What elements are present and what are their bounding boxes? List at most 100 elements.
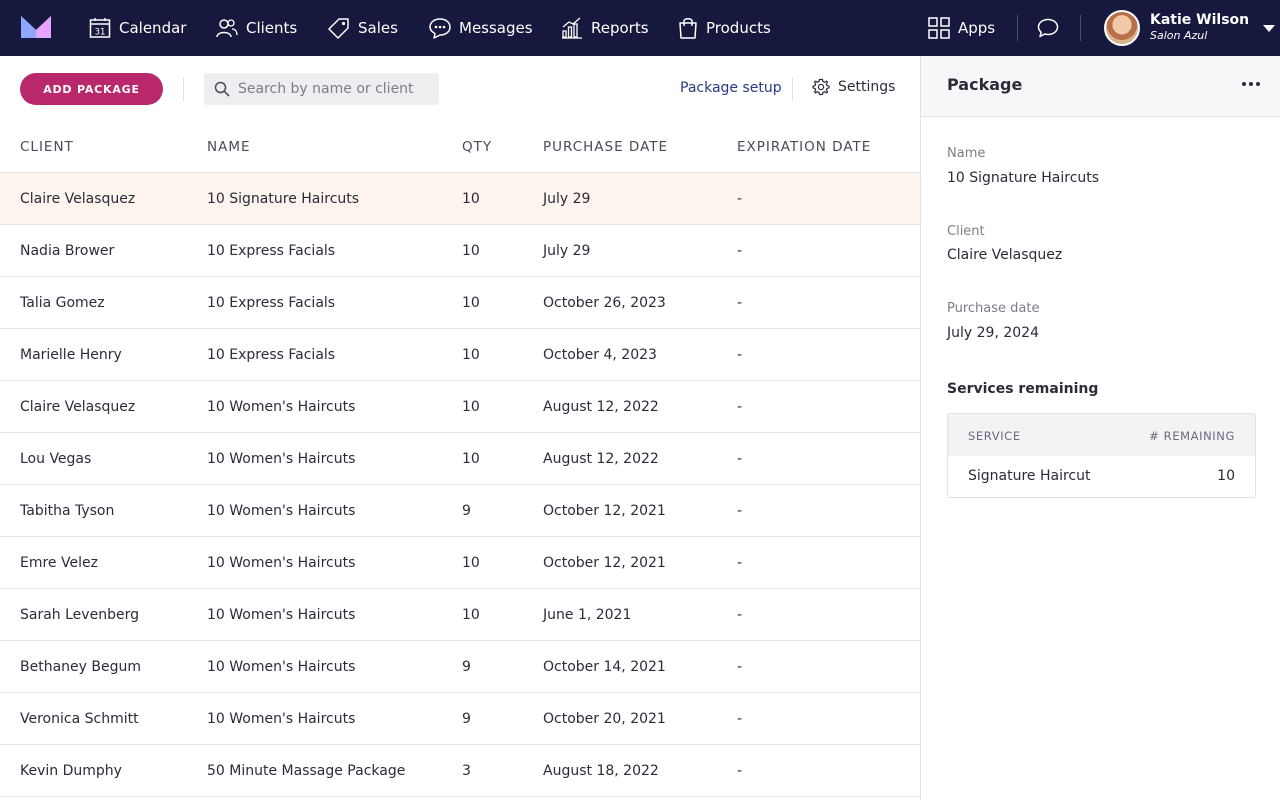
cell-client: Sarah Levenberg [20,606,139,623]
table-row[interactable]: Kevin Dumphy 50 Minute Massage Package 3… [0,745,920,797]
cell-client: Emre Velez [20,554,98,571]
header-purchase-date[interactable]: PURCHASE DATE [543,138,669,155]
header-remaining: # REMAINING [1149,429,1235,443]
cell-client: Claire Velasquez [20,398,136,415]
cell-qty: 10 [462,190,480,207]
settings-label: Settings [838,79,896,95]
purchase-date-label: Purchase date [947,301,1040,316]
nav-apps[interactable]: Apps [928,0,995,56]
cell-name: 10 Express Facials [207,242,336,259]
header-expiration-date[interactable]: EXPIRATION DATE [737,138,872,155]
cell-expiration-date: - [737,502,743,519]
package-setup-link[interactable]: Package setup [680,80,782,96]
cell-qty: 10 [462,242,480,259]
table-row[interactable]: Tabitha Tyson 10 Women's Haircuts 9 Octo… [0,485,920,537]
purchase-date-value: July 29, 2024 [947,325,1039,341]
bar-chart-icon [562,17,582,39]
nav-clients[interactable]: Clients [216,0,297,56]
cell-name: 10 Express Facials [207,346,336,363]
name-value: 10 Signature Haircuts [947,170,1100,186]
cell-expiration-date: - [737,242,743,259]
nav-reports-label: Reports [591,19,649,37]
toolbar-divider [792,77,793,101]
cell-expiration-date: - [737,710,743,727]
nav-reports[interactable]: Reports [561,0,649,56]
avatar [1104,10,1140,46]
header-service: SERVICE [968,429,1021,443]
nav-clients-label: Clients [246,19,298,37]
table-row[interactable]: Lou Vegas 10 Women's Haircuts 10 August … [0,433,920,485]
table-row[interactable]: Nadia Brower 10 Express Facials 10 July … [0,225,920,277]
table-row[interactable]: Sarah Levenberg 10 Women's Haircuts 10 J… [0,589,920,641]
more-options-icon[interactable] [1242,82,1260,86]
table-row[interactable]: Emre Velez 10 Women's Haircuts 10 Octobe… [0,537,920,589]
cell-purchase-date: August 18, 2022 [543,762,659,779]
search-input[interactable] [238,81,428,97]
cell-qty: 9 [462,710,471,727]
table-row[interactable]: Veronica Schmitt 10 Women's Haircuts 9 O… [0,693,920,745]
table-row[interactable]: Marielle Henry 10 Express Facials 10 Oct… [0,329,920,381]
cell-qty: 9 [462,502,471,519]
nav-calendar[interactable]: 31 Calendar [89,0,186,56]
user-name: Katie Wilson [1150,12,1250,28]
clients-icon [216,19,238,38]
cell-qty: 10 [462,450,480,467]
cell-qty: 10 [462,398,480,415]
nav-products[interactable]: Products [678,0,771,56]
services-remaining-title: Services remaining [947,381,1099,397]
cell-name: 10 Women's Haircuts [207,658,356,675]
cell-expiration-date: - [737,398,743,415]
nav-messages-label: Messages [459,19,533,37]
user-menu[interactable]: Katie Wilson Salon Azul [1104,10,1276,46]
nav-messages[interactable]: Messages [429,0,533,56]
settings-button[interactable]: Settings [812,78,895,96]
cell-name: 10 Express Facials [207,294,336,311]
panel-header: Package [921,56,1280,117]
header-client[interactable]: CLIENT [20,138,74,155]
cell-client: Tabitha Tyson [20,502,115,519]
cell-name: 10 Women's Haircuts [207,606,356,623]
apps-grid-icon [928,17,950,39]
services-table: SERVICE # REMAINING Signature Haircut 10 [947,413,1256,498]
search-box[interactable] [204,73,439,105]
cell-purchase-date: October 12, 2021 [543,554,666,571]
nav-chat[interactable] [1037,0,1059,56]
add-package-button[interactable]: ADD PACKAGE [20,73,163,105]
cell-expiration-date: - [737,606,743,623]
services-table-row: Signature Haircut 10 [948,456,1255,497]
table-row[interactable]: Bethaney Begum 10 Women's Haircuts 9 Oct… [0,641,920,693]
table-row[interactable]: Claire Velasquez 10 Women's Haircuts 10 … [0,381,920,433]
client-label: Client [947,224,985,239]
cell-client: Kevin Dumphy [20,762,122,779]
search-icon [214,81,230,97]
table-header: CLIENT NAME QTY PURCHASE DATE EXPIRATION… [0,121,920,173]
cell-purchase-date: October 4, 2023 [543,346,657,363]
nav-apps-label: Apps [958,19,996,37]
table-row[interactable]: Claire Velasquez 10 Signature Haircuts 1… [0,173,920,225]
chevron-down-icon [1263,24,1276,32]
name-label: Name [947,146,986,161]
cell-client: Bethaney Begum [20,658,141,675]
cell-client: Talia Gomez [20,294,105,311]
logo-icon[interactable] [21,16,51,38]
user-org: Salon Azul [1150,29,1208,42]
panel-title: Package [947,75,1023,94]
nav-sales[interactable]: Sales [328,0,398,56]
package-detail-panel: Package Name 10 Signature Haircuts Clien… [920,56,1280,800]
cell-client: Nadia Brower [20,242,115,259]
client-value[interactable]: Claire Velasquez [947,247,1063,263]
nav-sales-label: Sales [358,19,398,37]
header-name[interactable]: NAME [207,138,251,155]
cell-qty: 10 [462,294,480,311]
cell-name: 50 Minute Massage Package [207,762,406,779]
table-row[interactable]: Talia Gomez 10 Express Facials 10 Octobe… [0,277,920,329]
cell-purchase-date: July 29 [543,190,591,207]
header-qty[interactable]: QTY [462,138,493,155]
cell-name: 10 Women's Haircuts [207,710,356,727]
cell-purchase-date: October 12, 2021 [543,502,666,519]
tag-icon [328,18,349,39]
cell-name: 10 Women's Haircuts [207,554,356,571]
cell-name: 10 Women's Haircuts [207,398,356,415]
packages-table: CLIENT NAME QTY PURCHASE DATE EXPIRATION… [0,121,920,797]
cell-qty: 10 [462,606,480,623]
